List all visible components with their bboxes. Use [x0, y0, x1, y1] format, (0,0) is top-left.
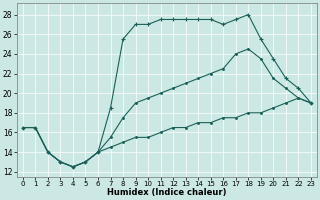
X-axis label: Humidex (Indice chaleur): Humidex (Indice chaleur) — [107, 188, 227, 197]
